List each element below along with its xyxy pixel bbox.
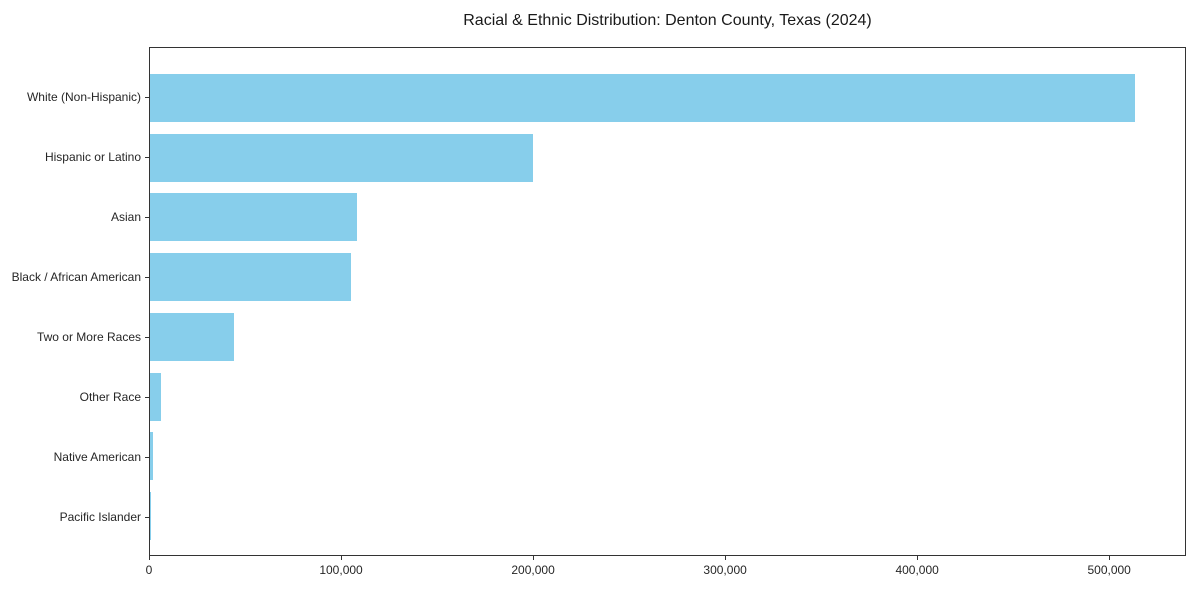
plot-area (149, 47, 1186, 556)
y-tick (145, 156, 149, 158)
bar (150, 193, 357, 242)
bar-row (150, 307, 1185, 367)
y-label-row: White (Non-Hispanic) (0, 67, 149, 127)
bar-row (150, 68, 1185, 128)
x-tick-label: 0 (145, 563, 153, 577)
y-label-row: Hispanic or Latino (0, 127, 149, 187)
bar (150, 372, 162, 421)
y-label-row: Black / African American (0, 247, 149, 307)
x-tick (341, 556, 343, 560)
y-label-row: Other Race (0, 367, 149, 427)
bar-row (150, 247, 1185, 307)
y-tick (145, 396, 149, 398)
x-tick-label: 400,000 (895, 563, 939, 577)
bar (150, 73, 1136, 122)
category-label: Black / African American (11, 270, 141, 284)
category-label: Two or More Races (36, 330, 141, 344)
category-label: Asian (110, 210, 141, 224)
bar (150, 253, 352, 302)
y-label-row: Native American (0, 427, 149, 487)
category-label: White (Non-Hispanic) (26, 90, 141, 104)
x-axis: 0 100,000 200,000 300,000 400,000 500,000 (145, 556, 1186, 586)
bar-row (150, 486, 1185, 546)
bar-row (150, 427, 1185, 487)
bar (150, 312, 235, 361)
category-label: Native American (53, 450, 141, 464)
y-tick (145, 456, 149, 458)
y-label-row: Two or More Races (0, 307, 149, 367)
y-tick (145, 216, 149, 218)
chart-title: Racial & Ethnic Distribution: Denton Cou… (463, 12, 872, 29)
x-tick-label: 200,000 (511, 563, 555, 577)
y-tick (145, 96, 149, 98)
y-label-row: Asian (0, 187, 149, 247)
bar-row (150, 188, 1185, 248)
y-label-row: Pacific Islander (0, 487, 149, 547)
category-label: Hispanic or Latino (44, 150, 141, 164)
y-tick (145, 276, 149, 278)
x-tick (1109, 556, 1111, 560)
y-tick (145, 516, 149, 518)
x-tick-label: 100,000 (319, 563, 363, 577)
x-tick (149, 556, 150, 560)
x-tick (725, 556, 727, 560)
x-tick-label: 500,000 (1087, 563, 1131, 577)
x-tick (533, 556, 535, 560)
bar-row (150, 128, 1185, 188)
bar (150, 492, 152, 541)
x-tick-label: 300,000 (703, 563, 747, 577)
bar-row (150, 367, 1185, 427)
y-tick (145, 336, 149, 338)
bars-container (150, 68, 1185, 546)
category-label: Pacific Islander (59, 510, 141, 524)
bar (150, 133, 534, 182)
category-label: Other Race (79, 390, 141, 404)
y-axis-labels: White (Non-Hispanic) Hispanic or Latino As… (0, 47, 149, 556)
bar (150, 432, 153, 481)
x-tick (917, 556, 919, 560)
